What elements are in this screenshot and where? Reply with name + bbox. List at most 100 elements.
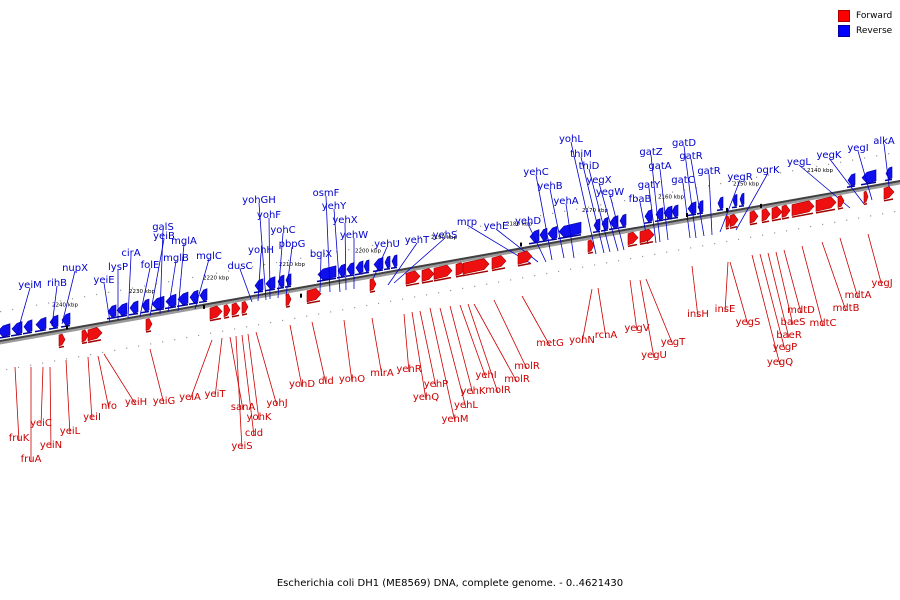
reverse-gene-arrow[interactable] [141, 298, 150, 312]
reverse-gene-arrow[interactable] [355, 260, 364, 274]
forward-gene-arrow[interactable] [405, 270, 421, 285]
forward-gene-yehR-label: yehR [396, 364, 421, 375]
forward-gene-arrow[interactable] [241, 301, 249, 314]
forward-gene-arrow[interactable] [421, 267, 435, 282]
reverse-gene-arrow[interactable] [151, 295, 165, 310]
forward-gene-arrow[interactable] [517, 250, 533, 265]
reverse-gene-arrow[interactable] [61, 312, 71, 326]
minor-tick [258, 324, 260, 326]
forward-gene-arrow[interactable] [725, 215, 731, 228]
reverse-gene-arrow[interactable] [11, 321, 23, 335]
reverse-gene-arrow[interactable] [391, 254, 398, 268]
reverse-gene-arrow[interactable] [847, 173, 856, 187]
minor-tick [660, 193, 662, 195]
reverse-gene-mglC-leader [194, 258, 210, 310]
reverse-gene-arrow[interactable] [23, 319, 33, 333]
reverse-gene-arrow-edge [140, 310, 150, 314]
reverse-gene-arrow[interactable] [732, 194, 738, 207]
forward-gene-arrow[interactable] [639, 228, 655, 244]
forward-gene-arrow[interactable] [883, 186, 895, 200]
reverse-gene-arrow[interactable] [177, 291, 189, 306]
forward-gene-arrow[interactable] [837, 195, 845, 208]
forward-gene-arrow[interactable] [58, 333, 66, 347]
forward-gene-arrow-edge [433, 276, 452, 282]
forward-gene-arrow-edge [837, 207, 844, 210]
reverse-gene-osmF-label: osmF [313, 188, 340, 199]
forward-gene-arrow[interactable] [433, 264, 453, 280]
reverse-gene-arrow[interactable] [277, 274, 285, 288]
reverse-gene-arrow[interactable] [107, 304, 117, 318]
reverse-gene-arrow[interactable] [663, 205, 673, 219]
reverse-gene-arrow[interactable] [165, 293, 177, 308]
forward-gene-arrow[interactable] [863, 190, 869, 204]
reverse-gene-yehD-label: yehD [515, 216, 541, 227]
forward-gene-arrow[interactable] [491, 255, 507, 270]
forward-gene-arrow[interactable] [231, 302, 241, 316]
forward-gene-arrow[interactable] [781, 204, 791, 218]
reverse-gene-arrow[interactable] [384, 255, 391, 269]
reverse-gene-arrow[interactable] [739, 192, 745, 206]
reverse-gene-arrow[interactable] [49, 314, 59, 328]
minor-tick [102, 351, 104, 354]
forward-gene-yohD-leader [289, 324, 303, 388]
reverse-gene-arrow[interactable] [619, 213, 627, 227]
reverse-gene-arrow[interactable] [861, 169, 877, 184]
forward-gene-arrow[interactable] [209, 305, 223, 320]
reverse-gene-gatA-label: gatA [648, 161, 671, 172]
minor-tick [438, 292, 440, 294]
forward-gene-arrow[interactable] [145, 318, 153, 331]
forward-gene-arrow[interactable] [223, 304, 231, 318]
forward-gene-arrow[interactable] [87, 327, 103, 342]
minor-tick [834, 221, 836, 223]
reverse-gene-arrow-edge [372, 269, 384, 273]
legend-forward[interactable]: Forward [838, 8, 892, 23]
minor-tick [444, 232, 446, 234]
reverse-gene-dusC-leader [239, 268, 253, 303]
reverse-gene-thiM-leader [580, 156, 605, 254]
minor-tick [486, 283, 488, 285]
forward-gene-arrow[interactable] [761, 208, 771, 222]
forward-gene-arrow[interactable] [587, 239, 595, 253]
reverse-gene-arrow[interactable] [529, 229, 540, 243]
forward-gene-arrow[interactable] [791, 200, 815, 217]
reverse-gene-arrow-edge [10, 333, 23, 337]
forward-gene-yehR-leader [403, 313, 410, 373]
reverse-gene-arrow[interactable] [0, 323, 11, 338]
reverse-gene-arrow[interactable] [35, 316, 47, 331]
reverse-gene-arrow[interactable] [265, 276, 276, 290]
minor-tick [132, 287, 134, 289]
forward-gene-arrow[interactable] [729, 213, 739, 228]
reverse-gene-arrow[interactable] [547, 226, 558, 240]
forward-gene-arrow[interactable] [771, 206, 783, 220]
forward-gene-arrow[interactable] [285, 293, 292, 307]
reverse-gene-yegK-leader [828, 157, 865, 205]
legend-reverse[interactable]: Reverse [838, 23, 892, 38]
reverse-gene-yehY-label: yehY [322, 201, 347, 212]
forward-gene-arrow[interactable] [306, 288, 322, 303]
reverse-gene-arrow[interactable] [129, 300, 139, 314]
reverse-gene-arrow[interactable] [671, 204, 679, 218]
reverse-gene-arrow[interactable] [346, 262, 355, 276]
forward-gene-arrow[interactable] [749, 210, 759, 224]
reverse-gene-yehU-label: yehU [374, 239, 400, 250]
reverse-gene-arrow[interactable] [539, 227, 548, 241]
forward-gene-arrow[interactable] [369, 278, 377, 292]
minor-tick [480, 225, 482, 227]
reverse-gene-arrow[interactable] [189, 289, 199, 304]
forward-gene-arrow[interactable] [815, 196, 837, 212]
reverse-gene-arrow[interactable] [644, 209, 653, 223]
forward-gene-arrow[interactable] [627, 231, 639, 246]
forward-gene-arrow[interactable] [81, 329, 89, 343]
reverse-gene-arrow[interactable] [116, 302, 128, 317]
reverse-gene-yehA-label: yehA [553, 196, 578, 207]
reverse-gene-arrow[interactable] [199, 288, 208, 302]
reverse-gene-arrow[interactable] [717, 196, 724, 210]
minor-tick [510, 279, 512, 281]
forward-gene-arrow[interactable] [462, 258, 490, 275]
forward-gene-yeiA-label: yeiA [179, 392, 201, 403]
forward-gene-yohO-label: yohO [339, 374, 365, 385]
reverse-gene-yohL-label: yohL [559, 134, 583, 145]
reverse-gene-arrow[interactable] [337, 263, 346, 277]
minor-tick [852, 159, 854, 161]
reverse-gene-arrow[interactable] [363, 259, 370, 273]
